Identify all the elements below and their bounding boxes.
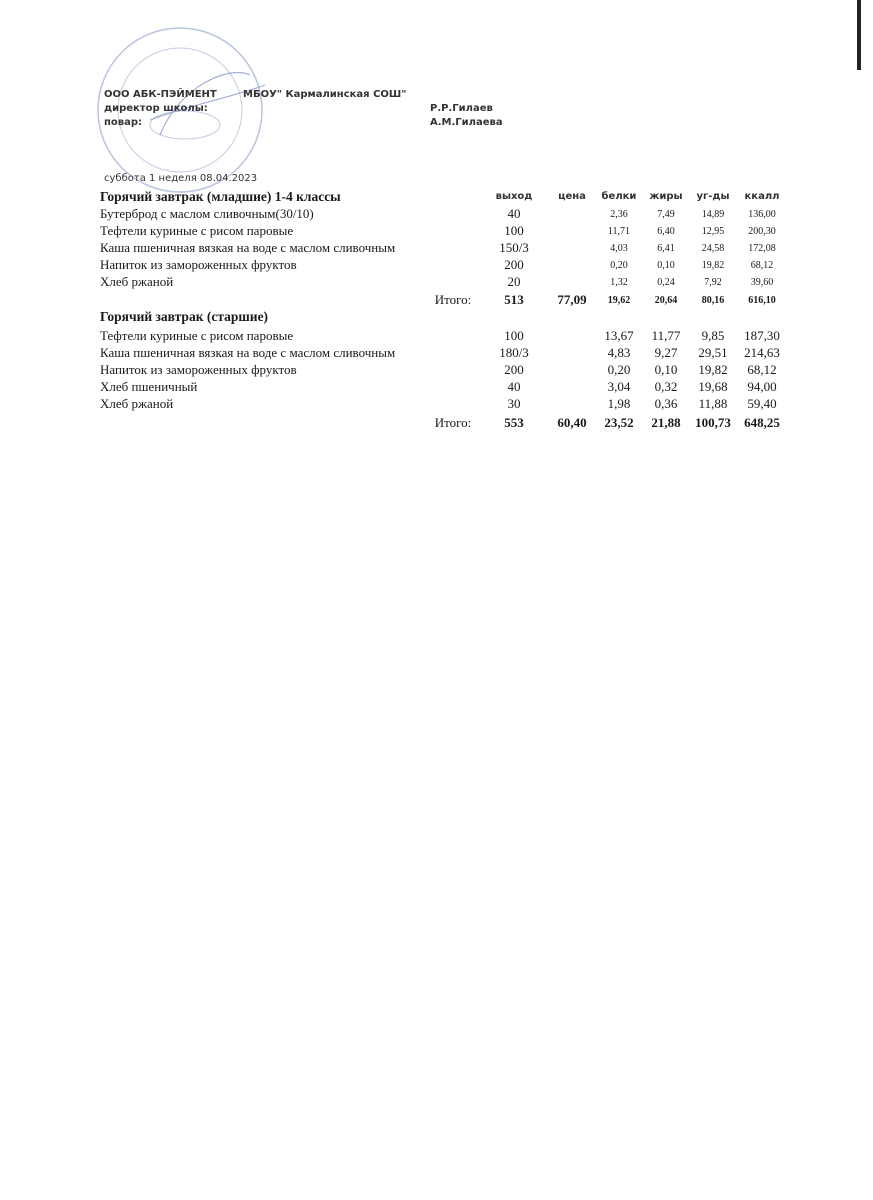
total-цена: 77,09	[557, 292, 587, 307]
cell-уг-ды: 24,58	[701, 243, 725, 254]
cell-жиры: 7,49	[657, 209, 675, 220]
cell-белки: 1,32	[610, 277, 628, 288]
cell-выход: 200	[504, 257, 524, 272]
cell-белки: 0,20	[607, 362, 631, 377]
column-header: цена	[558, 191, 586, 202]
dish-name: Напиток из замороженных фруктов	[100, 257, 297, 272]
column-header: выход	[495, 191, 533, 202]
cell-белки: 4,03	[610, 243, 628, 254]
school-name: МБОУ" Кармалинская СОШ"	[243, 89, 407, 100]
scan-edge	[857, 0, 861, 70]
cell-ккалл: 136,00	[748, 209, 776, 220]
cell-белки: 3,04	[607, 379, 631, 394]
cell-ккалл: 214,63	[744, 345, 780, 360]
date-line: суббота 1 неделя 08.04.2023	[104, 173, 258, 184]
cell-белки: 11,71	[607, 226, 631, 237]
cell-ккалл: 39,60	[750, 277, 774, 288]
cell-ккалл: 172,08	[748, 243, 776, 254]
total-уг-ды: 80,16	[701, 295, 725, 306]
column-header: белки	[601, 191, 637, 202]
total-цена: 60,40	[557, 415, 587, 430]
cell-белки: 1,98	[607, 396, 631, 411]
org-name: ООО АБК-ПЭЙМЕНТ	[104, 89, 217, 100]
dish-name: Тефтели куриные с рисом паровые	[100, 328, 294, 343]
total-белки: 23,52	[604, 415, 634, 430]
cell-ккалл: 68,12	[747, 362, 777, 377]
cell-белки: 13,67	[604, 328, 634, 343]
cook-label: повар:	[104, 117, 143, 128]
cell-жиры: 0,24	[657, 277, 675, 288]
column-header: ккалл	[744, 191, 780, 202]
section-title: Горячий завтрак (старшие)	[100, 309, 269, 324]
dish-name: Каша пшеничная вязкая на воде с маслом с…	[100, 345, 396, 360]
total-жиры: 20,64	[654, 295, 678, 306]
cell-выход: 100	[504, 223, 524, 238]
cell-жиры: 9,27	[654, 345, 678, 360]
cell-выход: 40	[507, 206, 521, 221]
director-label: директор школы:	[104, 103, 208, 114]
cell-жиры: 11,77	[651, 328, 681, 343]
cell-ккалл: 59,40	[747, 396, 777, 411]
section-title: Горячий завтрак (младшие) 1-4 классы	[100, 189, 341, 204]
cell-жиры: 6,40	[657, 226, 675, 237]
cell-выход: 20	[507, 274, 521, 289]
column-header: уг-ды	[696, 191, 730, 202]
cell-выход: 40	[507, 379, 521, 394]
director-name: Р.Р.Гилаев	[430, 103, 493, 114]
cell-уг-ды: 11,88	[698, 396, 728, 411]
cell-жиры: 0,32	[654, 379, 678, 394]
dish-name: Хлеб ржаной	[100, 396, 174, 411]
cell-белки: 2,36	[610, 209, 628, 220]
cook-name: А.М.Гилаева	[430, 117, 503, 128]
cell-выход: 200	[504, 362, 524, 377]
cell-жиры: 0,10	[654, 362, 678, 377]
cell-ккалл: 94,00	[747, 379, 777, 394]
cell-ккалл: 187,30	[744, 328, 780, 343]
cell-уг-ды: 29,51	[698, 345, 728, 360]
cell-уг-ды: 19,82	[698, 362, 728, 377]
cell-белки: 0,20	[610, 260, 628, 271]
cell-выход: 30	[507, 396, 521, 411]
cell-уг-ды: 14,89	[701, 209, 725, 220]
total-уг-ды: 100,73	[695, 415, 731, 430]
cell-уг-ды: 19,82	[701, 260, 725, 271]
dish-name: Хлеб ржаной	[100, 274, 174, 289]
cell-выход: 180/3	[499, 345, 529, 360]
total-label: Итого:	[434, 415, 472, 430]
dish-name: Тефтели куриные с рисом паровые	[100, 223, 294, 238]
cell-уг-ды: 12,95	[701, 226, 725, 237]
stamp-icon	[97, 27, 266, 193]
cell-выход: 100	[504, 328, 524, 343]
column-header: жиры	[649, 191, 683, 202]
dish-name: Каша пшеничная вязкая на воде с маслом с…	[100, 240, 396, 255]
cell-уг-ды: 9,85	[701, 328, 725, 343]
cell-жиры: 0,36	[654, 396, 678, 411]
cell-ккалл: 68,12	[750, 260, 774, 271]
cell-выход: 150/3	[499, 240, 529, 255]
total-выход: 553	[504, 415, 524, 430]
total-жиры: 21,88	[651, 415, 681, 430]
dish-name: Бутерброд с маслом сливочным(30/10)	[100, 206, 314, 221]
cell-ккалл: 200,30	[748, 226, 776, 237]
dish-name: Хлеб пшеничный	[100, 379, 198, 394]
cell-жиры: 6,41	[657, 243, 675, 254]
cell-уг-ды: 19,68	[698, 379, 728, 394]
cell-жиры: 0,10	[657, 260, 675, 271]
total-выход: 513	[504, 292, 524, 307]
total-ккалл: 616,10	[748, 295, 776, 306]
cell-белки: 4,83	[607, 345, 631, 360]
total-ккалл: 648,25	[744, 415, 780, 430]
total-label: Итого:	[434, 292, 472, 307]
cell-уг-ды: 7,92	[704, 277, 722, 288]
total-белки: 19,62	[607, 295, 631, 306]
dish-name: Напиток из замороженных фруктов	[100, 362, 297, 377]
